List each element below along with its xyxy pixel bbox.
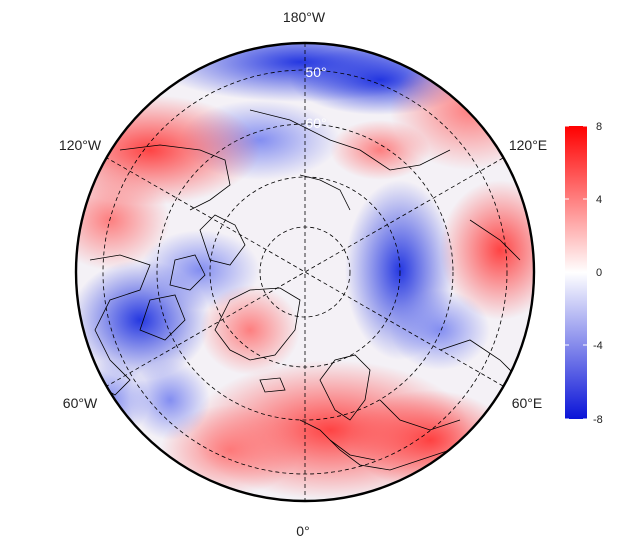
lon-label-bottom: 0°: [296, 523, 309, 539]
colorbar-tick-0: 0: [596, 267, 602, 279]
colorbar-tick-neg8: -8: [593, 414, 603, 426]
meridian-60e-120w: [106, 157, 504, 387]
lat-label-50: 50°: [305, 64, 326, 80]
lon-label-upper-right: 120°E: [509, 137, 547, 153]
meridian-120e-60w: [106, 157, 504, 387]
coastlines: [89, 109, 521, 471]
lon-label-top: 180°W: [283, 9, 326, 25]
colorbar-ramp: [565, 126, 587, 419]
lat-circle-60: [156, 123, 454, 421]
colorbar: 8 4 0 -4 -8: [565, 121, 603, 426]
anomaly-field: [76, 43, 534, 501]
graticule: [102, 43, 508, 501]
lon-label-lower-right: 60°E: [512, 395, 543, 411]
lat-label-60: 60°: [305, 115, 326, 131]
map-boundary: [74, 41, 536, 503]
lon-label-upper-left: 120°W: [59, 137, 102, 153]
colorbar-ticks: [565, 125, 587, 420]
colorbar-tick-neg4: -4: [593, 340, 603, 352]
colorbar-tick-4: 4: [596, 194, 602, 206]
colorbar-tick-8: 8: [596, 121, 602, 133]
lon-label-lower-left: 60°W: [63, 395, 98, 411]
